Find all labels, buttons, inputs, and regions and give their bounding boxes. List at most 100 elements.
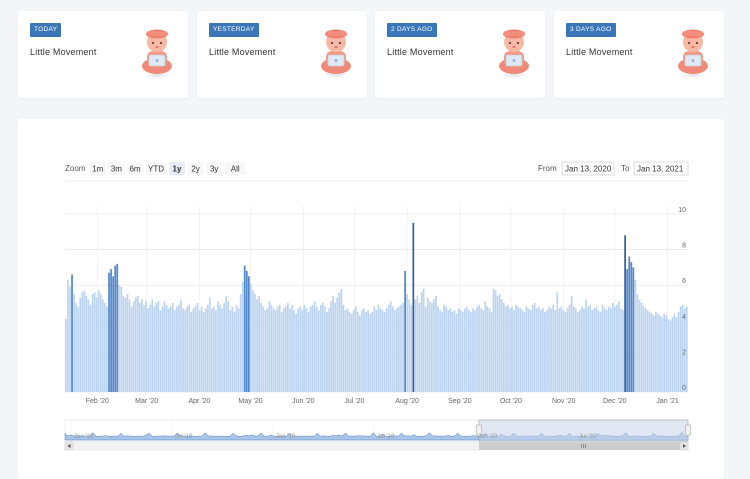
volume-bar bbox=[379, 308, 382, 392]
volume-bar bbox=[391, 306, 394, 392]
volume-bar bbox=[412, 222, 415, 392]
zoom-button-label: 3y bbox=[210, 165, 218, 174]
volume-bar bbox=[620, 308, 622, 392]
volume-bar bbox=[97, 290, 100, 392]
volume-bar bbox=[447, 310, 450, 392]
card-badge: 2 DAYS AGO bbox=[387, 23, 437, 37]
volume-bar bbox=[663, 313, 666, 392]
summary-card[interactable]: TODAY Little Movement bbox=[18, 11, 188, 98]
volume-bar bbox=[206, 304, 209, 392]
volume-bar bbox=[365, 311, 367, 392]
zoom-button-6m[interactable] bbox=[127, 162, 143, 175]
volume-bar bbox=[375, 310, 378, 392]
navigator-tick-label: Jul '19 bbox=[377, 434, 395, 440]
volume-bar bbox=[299, 306, 302, 392]
navigator-left-handle[interactable] bbox=[476, 424, 482, 436]
volume-bar bbox=[145, 301, 147, 392]
to-date-input[interactable] bbox=[633, 161, 689, 176]
volume-bar bbox=[305, 308, 308, 392]
volume-bar bbox=[297, 308, 300, 392]
volume-bar bbox=[507, 304, 509, 392]
volume-bar bbox=[147, 308, 149, 392]
zoom-button-3y[interactable] bbox=[206, 162, 222, 175]
zoom-button-label: 1y bbox=[173, 165, 182, 174]
x-tick-label: Dec '20 bbox=[603, 398, 627, 405]
zoom-button-3m[interactable] bbox=[108, 162, 125, 175]
volume-bar bbox=[671, 317, 674, 392]
navigator-right-handle[interactable] bbox=[685, 424, 691, 436]
volume-bar bbox=[250, 283, 252, 392]
volume-bar bbox=[461, 311, 464, 392]
volume-bar bbox=[430, 303, 433, 392]
volume-bar bbox=[443, 304, 446, 392]
navigator[interactable]: Jan '18 Jul '18 Jan '19 Jul '19 Jan '20 Jul '… bbox=[64, 419, 691, 442]
volume-bar bbox=[324, 306, 326, 392]
volume-bar bbox=[317, 310, 320, 392]
y-tick-label: 10 bbox=[678, 207, 686, 214]
volume-bar bbox=[679, 306, 682, 392]
volume-bar bbox=[352, 310, 355, 392]
volume-bar bbox=[192, 308, 195, 392]
x-tick-label: Oct '20 bbox=[500, 398, 522, 405]
volume-bar bbox=[498, 294, 501, 392]
zoom-button-2y[interactable] bbox=[187, 162, 204, 175]
volume-bar bbox=[589, 304, 592, 392]
volume-bar bbox=[243, 265, 246, 392]
summary-card[interactable]: 2 DAYS AGO Little Movement bbox=[375, 11, 545, 98]
zoom-button-1m[interactable] bbox=[90, 162, 106, 175]
volume-bar bbox=[182, 308, 184, 392]
volume-bar bbox=[381, 310, 384, 392]
volume-bar bbox=[171, 303, 174, 392]
volume-bar bbox=[134, 297, 137, 392]
volume-bar bbox=[463, 308, 466, 392]
x-tick-label: Aug '20 bbox=[395, 398, 419, 405]
volume-bar bbox=[340, 288, 343, 392]
volume-bar bbox=[126, 294, 129, 392]
volume-bar bbox=[149, 304, 152, 392]
summary-card[interactable]: YESTERDAY Little Movement bbox=[197, 11, 367, 98]
volume-bar bbox=[422, 288, 425, 392]
volume-bar bbox=[330, 301, 332, 392]
volume-bar bbox=[550, 308, 552, 392]
volume-bar bbox=[106, 306, 108, 392]
volume-bar bbox=[369, 313, 372, 392]
volume-bar bbox=[307, 311, 310, 392]
volume-bar bbox=[653, 315, 655, 392]
zoom-button-label: All bbox=[231, 165, 240, 174]
volume-bar bbox=[83, 290, 86, 392]
volume-bar bbox=[184, 310, 186, 392]
volume-bar bbox=[204, 308, 207, 392]
volume-bar bbox=[322, 303, 324, 392]
volume-bar bbox=[200, 306, 203, 392]
from-date-input[interactable] bbox=[561, 161, 615, 176]
zoom-button-all[interactable] bbox=[225, 162, 246, 175]
volume-bar bbox=[439, 310, 441, 392]
volume-bar bbox=[69, 286, 71, 392]
volume-bar bbox=[282, 308, 285, 392]
volume-bar bbox=[455, 313, 458, 392]
y-tick-label: 6 bbox=[682, 278, 686, 285]
zoom-button-1y[interactable] bbox=[169, 162, 185, 175]
volume-bar bbox=[636, 294, 639, 392]
volume-bar bbox=[544, 311, 546, 392]
navigator-tick-label: Jul '20 bbox=[579, 434, 597, 440]
volume-bar bbox=[535, 308, 538, 392]
volume-bar bbox=[408, 299, 411, 392]
volume-bar bbox=[517, 306, 520, 392]
volume-bar bbox=[256, 299, 258, 392]
volume-bar bbox=[398, 306, 400, 392]
scrollbar[interactable] bbox=[64, 441, 689, 451]
volume-bar bbox=[389, 301, 392, 392]
volume-bar bbox=[237, 308, 240, 392]
volume-bar bbox=[597, 310, 600, 392]
volume-bar bbox=[141, 299, 143, 392]
volume-bar bbox=[217, 301, 219, 392]
volume-bar bbox=[387, 304, 390, 392]
volume-bar bbox=[272, 308, 275, 392]
summary-card[interactable]: 3 DAYS AGO Little Movement bbox=[554, 11, 724, 98]
volume-bar bbox=[644, 308, 647, 392]
volume-bar bbox=[492, 288, 495, 392]
zoom-button-ytd[interactable] bbox=[145, 162, 167, 175]
volume-bar bbox=[361, 310, 363, 392]
volume-bar bbox=[202, 311, 205, 392]
